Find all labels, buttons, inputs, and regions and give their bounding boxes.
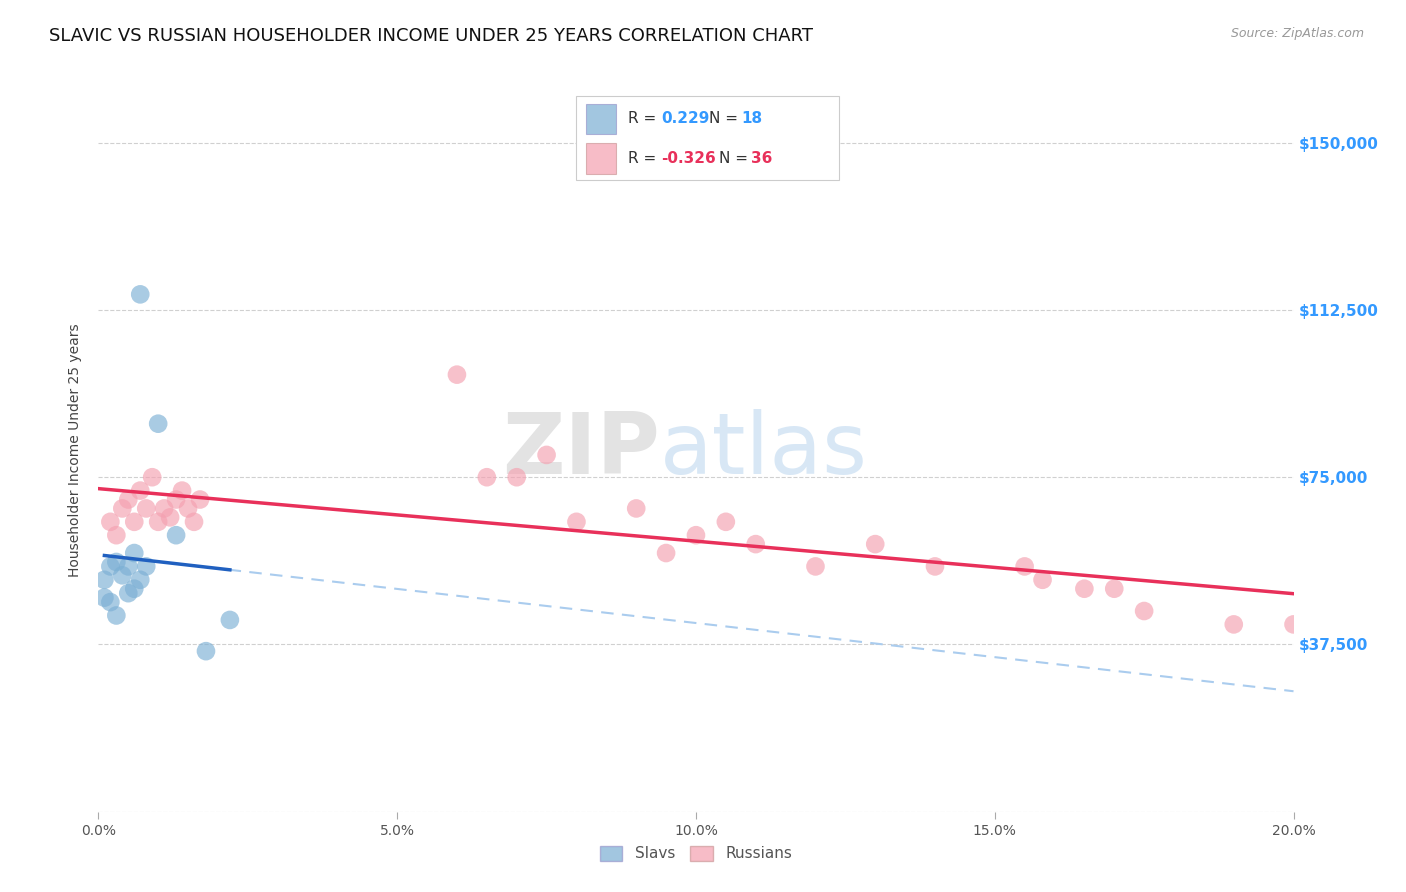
Point: [148, 417, 170, 431]
Point: [105, 608, 128, 623]
Point: [1133, 604, 1156, 618]
Point: [129, 287, 152, 301]
Point: [219, 613, 242, 627]
Text: ZIP: ZIP: [502, 409, 661, 492]
Text: 36: 36: [751, 151, 772, 166]
Point: [98, 515, 122, 529]
Point: [1223, 617, 1246, 632]
Text: R =: R =: [628, 151, 661, 166]
Point: [135, 559, 157, 574]
Point: [1032, 573, 1054, 587]
Point: [111, 568, 134, 582]
Point: [506, 470, 529, 484]
Point: [172, 483, 194, 498]
Point: [188, 492, 211, 507]
Text: SLAVIC VS RUSSIAN HOUSEHOLDER INCOME UNDER 25 YEARS CORRELATION CHART: SLAVIC VS RUSSIAN HOUSEHOLDER INCOME UND…: [49, 27, 813, 45]
Point: [685, 528, 707, 542]
FancyBboxPatch shape: [586, 144, 616, 174]
Point: [93, 573, 115, 587]
Point: [165, 528, 187, 542]
Text: atlas: atlas: [661, 409, 868, 492]
FancyBboxPatch shape: [586, 103, 616, 134]
Point: [98, 559, 122, 574]
Point: [111, 501, 134, 516]
Point: [183, 515, 205, 529]
Text: N =: N =: [709, 112, 742, 127]
Point: [124, 515, 146, 529]
Point: [924, 559, 946, 574]
Y-axis label: Householder Income Under 25 years: Householder Income Under 25 years: [69, 324, 83, 577]
Point: [626, 501, 648, 516]
Point: [565, 515, 588, 529]
Point: [117, 492, 139, 507]
Point: [124, 546, 146, 560]
Point: [1282, 617, 1305, 632]
Text: Source: ZipAtlas.com: Source: ZipAtlas.com: [1230, 27, 1364, 40]
Point: [714, 515, 737, 529]
Text: -0.326: -0.326: [661, 151, 716, 166]
Text: N =: N =: [718, 151, 752, 166]
Point: [135, 501, 157, 516]
Point: [117, 559, 139, 574]
Point: [141, 470, 163, 484]
Legend: Slavs, Russians: Slavs, Russians: [592, 838, 800, 869]
Point: [129, 573, 152, 587]
Point: [93, 591, 115, 605]
Point: [98, 595, 122, 609]
FancyBboxPatch shape: [576, 96, 839, 179]
Point: [105, 555, 128, 569]
Point: [195, 644, 218, 658]
Point: [124, 582, 146, 596]
Point: [159, 510, 181, 524]
Point: [1073, 582, 1095, 596]
Point: [446, 368, 468, 382]
Point: [148, 515, 170, 529]
Point: [153, 501, 176, 516]
Text: 18: 18: [741, 112, 762, 127]
Text: R =: R =: [628, 112, 661, 127]
Point: [177, 501, 200, 516]
Point: [117, 586, 139, 600]
Point: [536, 448, 558, 462]
Point: [1104, 582, 1126, 596]
Point: [745, 537, 768, 551]
Point: [1014, 559, 1036, 574]
Point: [475, 470, 498, 484]
Point: [165, 492, 187, 507]
Text: 0.229: 0.229: [661, 112, 710, 127]
Point: [105, 528, 128, 542]
Point: [655, 546, 678, 560]
Point: [129, 483, 152, 498]
Point: [804, 559, 827, 574]
Point: [865, 537, 887, 551]
